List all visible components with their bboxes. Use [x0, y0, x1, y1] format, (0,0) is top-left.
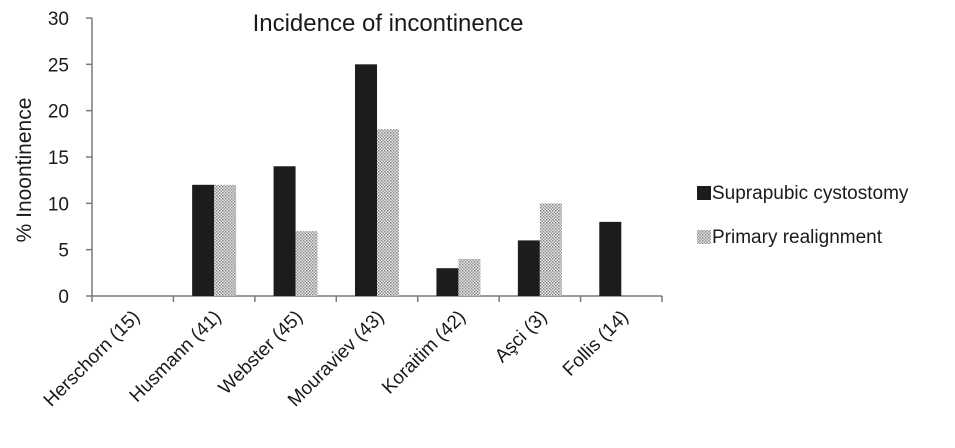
bar: [214, 184, 237, 296]
bar: [436, 268, 459, 296]
bar: [295, 231, 318, 296]
bar: [273, 166, 296, 296]
y-ticks: 0 5 10 15 20 25 30: [48, 9, 92, 308]
y-tick-label: 10: [48, 194, 69, 215]
y-tick-label: 20: [48, 102, 69, 123]
legend-label: Primary realignment: [712, 227, 883, 248]
x-ticks: [91, 296, 663, 302]
category-label: Follis (14): [559, 307, 633, 381]
bar: [355, 64, 377, 296]
bar: [377, 129, 399, 296]
y-tick-label: 15: [48, 148, 69, 169]
y-tick-label: 5: [58, 241, 69, 262]
bar: [599, 221, 622, 296]
y-axis-title: % Inoontinence: [13, 98, 36, 243]
y-tick-label: 25: [48, 55, 69, 76]
y-tick-label: 0: [58, 287, 69, 308]
chart-title: Incidence of incontinence: [253, 10, 524, 37]
bar: [517, 240, 540, 296]
bar: [192, 184, 215, 296]
legend-label: Suprapubic cystostomy: [712, 183, 909, 204]
y-tick-label: 30: [48, 9, 69, 30]
legend-swatch: [697, 186, 711, 200]
category-label: Webster (45): [215, 307, 307, 399]
category-labels: Herschorn (15)Husmann (41)Webster (45)Mo…: [40, 307, 633, 411]
category-label: Aşci (3): [491, 307, 551, 367]
bars: [192, 64, 622, 296]
bar: [539, 203, 562, 296]
bar: [458, 258, 481, 296]
legend-swatch: [697, 230, 711, 244]
category-label: Koraitim (42): [378, 307, 470, 399]
legend: Suprapubic cystostomy Primary realignment: [697, 183, 909, 248]
